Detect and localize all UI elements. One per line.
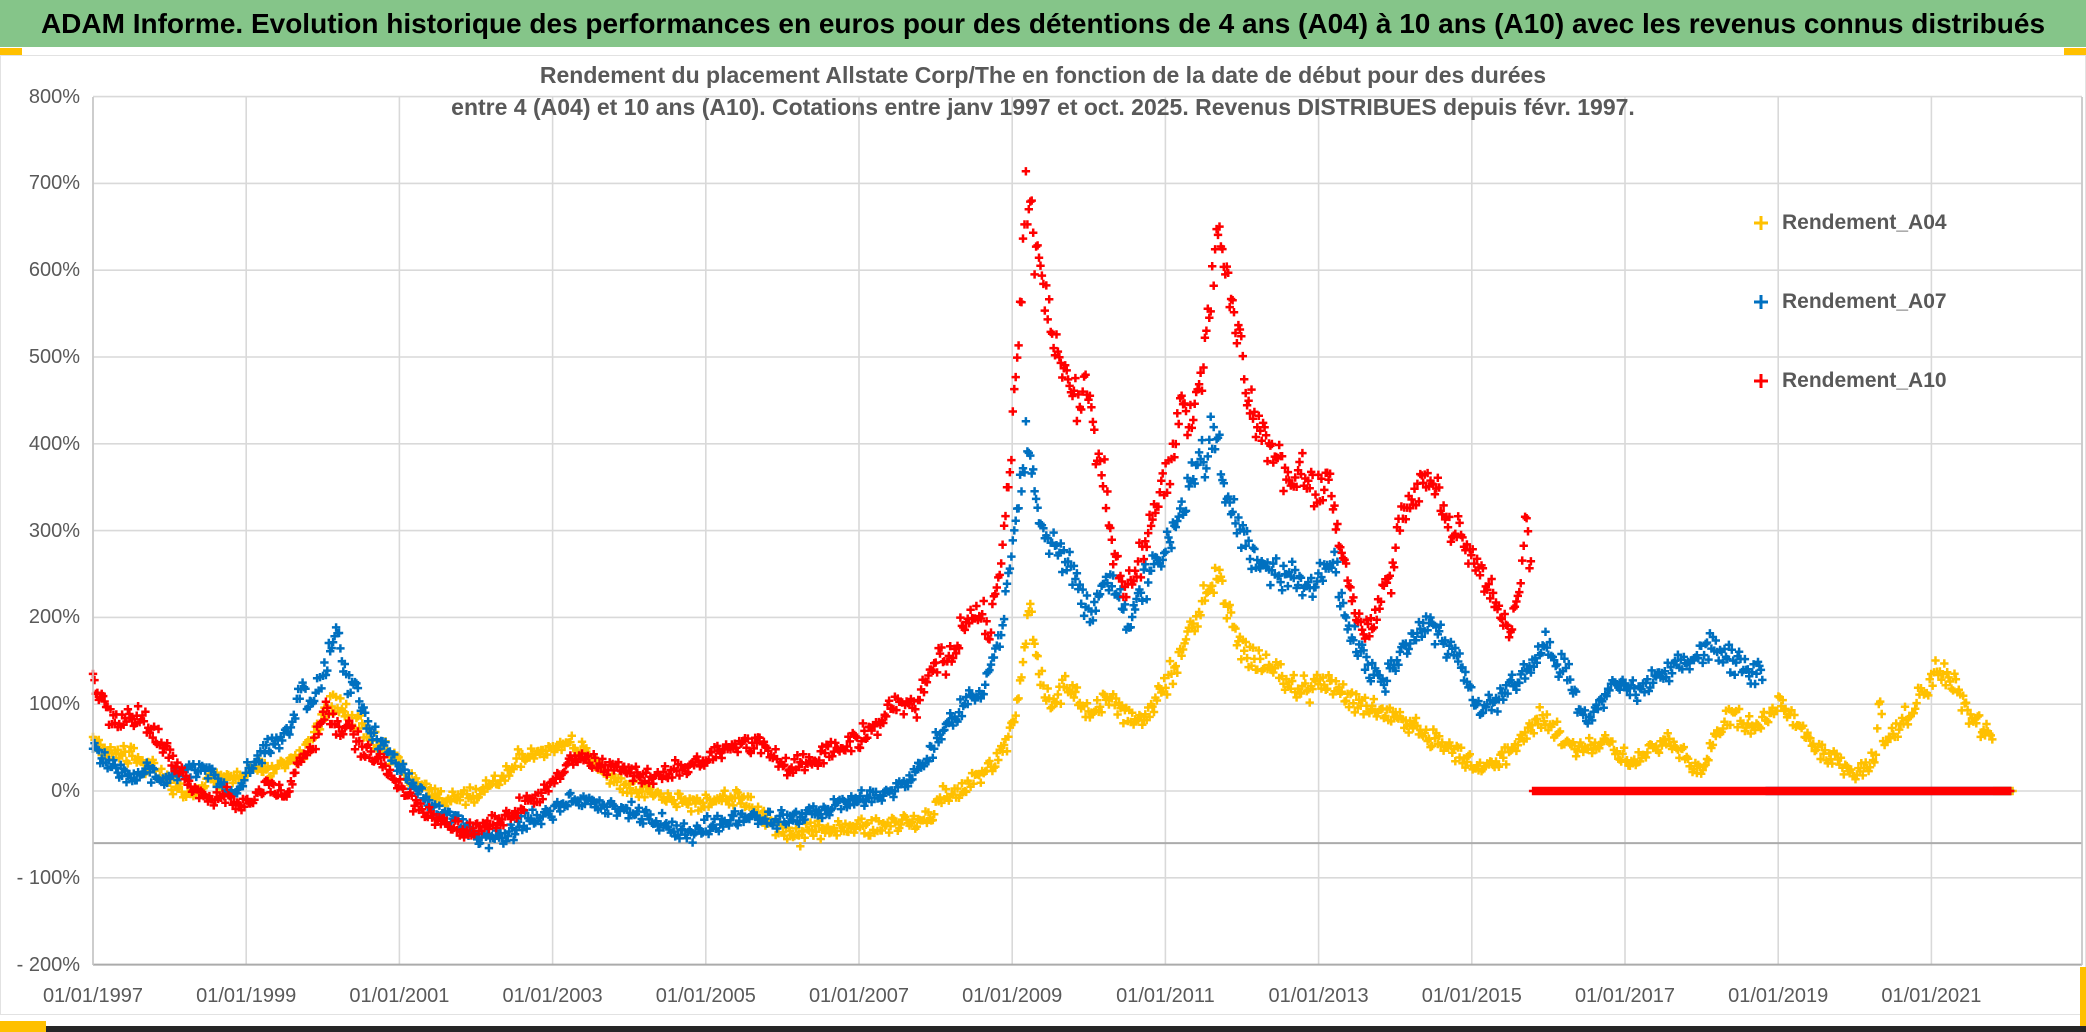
frame-accent-right-bottom: [2080, 967, 2086, 1027]
chart-title-line2: entre 4 (A04) et 10 ans (A10). Cotations…: [451, 94, 1635, 120]
series-rendement_a04-points: [88, 563, 2017, 851]
y-tick-label: 700%: [28, 172, 80, 195]
x-tick-label: 01/01/2015: [1421, 985, 1522, 1007]
x-tick-label: 01/01/2019: [1728, 985, 1829, 1007]
y-tick-label: 400%: [28, 432, 80, 455]
header-bar: ADAM Informe. Evolution historique des p…: [0, 0, 2086, 47]
y-tick-label: 300%: [28, 519, 80, 542]
frame-accent-bottom-left: [0, 1021, 46, 1032]
y-tick-label: 0%: [51, 780, 80, 802]
page-title: ADAM Informe. Evolution historique des p…: [40, 7, 2046, 39]
x-tick-label: 01/01/1999: [196, 985, 297, 1007]
series-rendement_a07-points: [88, 412, 2015, 853]
plus-marker-icon: [1754, 295, 1768, 309]
x-tick-label: 01/01/2009: [962, 985, 1063, 1007]
plus-marker-icon: [1754, 216, 1768, 230]
x-tick-label: 01/01/2013: [1268, 985, 1369, 1007]
legend-label: Rendement_A07: [1782, 290, 1947, 313]
x-tick-label: 01/01/2005: [655, 985, 756, 1007]
y-tick-label: 100%: [28, 693, 80, 716]
x-tick-label: 01/01/1997: [42, 985, 144, 1007]
chart-title-line1: Rendement du placement Allstate Corp/The…: [539, 62, 1547, 88]
footer-bar: [46, 1026, 2086, 1032]
y-tick-label: - 200%: [16, 953, 80, 976]
x-tick-label: 01/01/2017: [1574, 985, 1676, 1007]
legend-item-rendement_a07: Rendement_A07: [1752, 287, 1947, 317]
x-tick-label: 01/01/2001: [349, 985, 450, 1007]
frame-accent-top-right: [2064, 48, 2086, 55]
y-tick-label: 500%: [28, 346, 80, 368]
y-tick-label: 200%: [28, 606, 80, 629]
x-tick-label: 01/01/2007: [808, 985, 910, 1007]
frame-accent-top-left: [0, 48, 22, 55]
legend-item-rendement_a10: Rendement_A10: [1752, 366, 1947, 396]
plus-marker-icon: [1754, 374, 1768, 388]
y-tick-label: 600%: [28, 259, 80, 282]
x-tick-label: 01/01/2011: [1116, 985, 1215, 1007]
y-tick-label: 800%: [28, 85, 80, 108]
legend-label: Rendement_A04: [1782, 211, 1947, 234]
y-tick-label: - 100%: [16, 866, 80, 889]
x-tick-label: 01/01/2021: [1881, 985, 1982, 1007]
x-tick-label: 01/01/2003: [502, 985, 603, 1007]
legend-item-rendement_a04: Rendement_A04: [1752, 208, 1947, 238]
legend-label: Rendement_A10: [1782, 369, 1947, 392]
